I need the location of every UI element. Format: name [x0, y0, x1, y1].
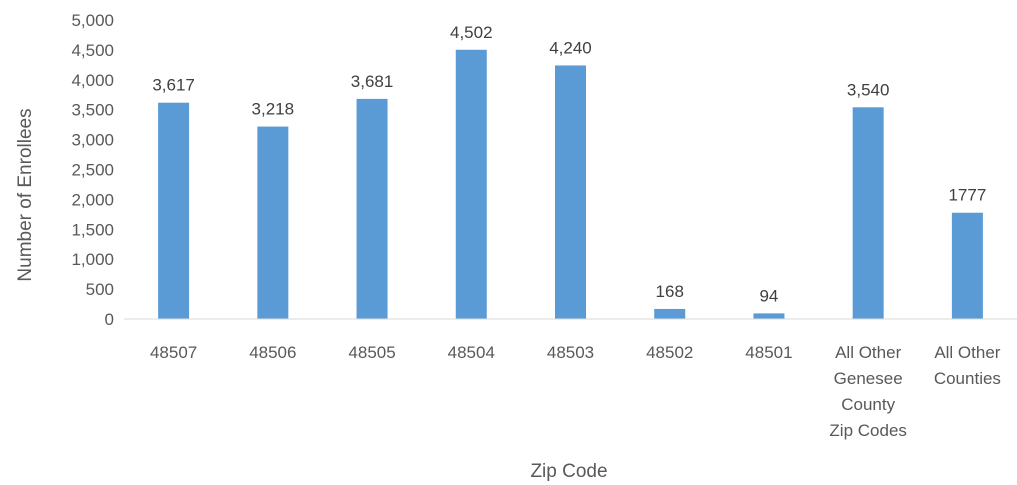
- x-tick-label-line: All Other: [934, 343, 1000, 362]
- bar: [455, 49, 487, 320]
- bar: [257, 126, 289, 319]
- bar: [654, 308, 686, 319]
- data-labels: 3,617 3,218 3,681 4,502 4,240 168 94 3,540 1777: [152, 23, 986, 306]
- x-tick-label-line: 48503: [547, 343, 594, 362]
- y-tick-label: 4,500: [71, 41, 114, 60]
- data-label: 3,218: [252, 100, 295, 119]
- y-tick-label: 1,500: [71, 220, 114, 239]
- x-tick-label-line: 48506: [249, 343, 296, 362]
- x-tick-label-line: 48504: [448, 343, 495, 362]
- x-tick-label: 48503: [547, 343, 594, 362]
- x-tick-label: All Other Counties: [934, 343, 1001, 388]
- x-tick-label: 48507: [150, 343, 197, 362]
- y-tick-label: 3,500: [71, 101, 114, 120]
- x-tick-label: 48505: [348, 343, 395, 362]
- x-tick-label-line: 48505: [348, 343, 395, 362]
- y-tick-label: 0: [105, 310, 114, 329]
- y-tick-label: 3,000: [71, 131, 114, 150]
- x-tick-label-line: 48507: [150, 343, 197, 362]
- x-tick-label: 48504: [448, 343, 495, 362]
- y-axis-title: Number of Enrollees: [15, 108, 36, 281]
- x-tick-label-line: All Other: [835, 343, 901, 362]
- x-tick-label-line: County: [841, 395, 895, 414]
- bar: [951, 212, 983, 319]
- x-axis-ticks: 48507 48506 48505 48504 48503 48502 48501 All O…: [150, 343, 1001, 440]
- bar: [158, 102, 190, 319]
- data-label: 3,540: [847, 80, 890, 99]
- x-tick-label: 48502: [646, 343, 693, 362]
- y-tick-label: 500: [86, 280, 114, 299]
- data-label: 4,502: [450, 23, 493, 42]
- bar: [753, 313, 785, 319]
- data-label: 1777: [948, 186, 986, 205]
- y-axis-ticks: 0 500 1,000 1,500 2,000 2,500 3,000 3,500 4,000 4…: [71, 11, 114, 329]
- data-label: 94: [759, 286, 778, 305]
- data-label: 3,617: [152, 76, 195, 95]
- bar: [555, 65, 586, 319]
- y-tick-label: 1,000: [71, 250, 114, 269]
- data-label: 4,240: [549, 38, 592, 57]
- bars: [158, 49, 983, 320]
- x-axis-title: Zip Code: [530, 461, 607, 482]
- data-label: 3,681: [351, 72, 394, 91]
- x-tick-label: All Other Genesee County Zip Codes: [829, 343, 906, 440]
- bar: [356, 98, 388, 320]
- x-tick-label-line: 48502: [646, 343, 693, 362]
- y-tick-label: 5,000: [71, 11, 114, 30]
- bar: [852, 107, 884, 319]
- x-tick-label-line: Genesee: [834, 369, 903, 388]
- y-tick-label: 2,500: [71, 161, 114, 180]
- x-tick-label-line: 48501: [745, 343, 792, 362]
- y-tick-label: 2,000: [71, 190, 114, 209]
- x-tick-label: 48506: [249, 343, 296, 362]
- x-tick-label-line: Counties: [934, 369, 1001, 388]
- x-tick-label: 48501: [745, 343, 792, 362]
- y-tick-label: 4,000: [71, 71, 114, 90]
- data-label: 168: [656, 282, 684, 301]
- x-tick-label-line: Zip Codes: [829, 421, 906, 440]
